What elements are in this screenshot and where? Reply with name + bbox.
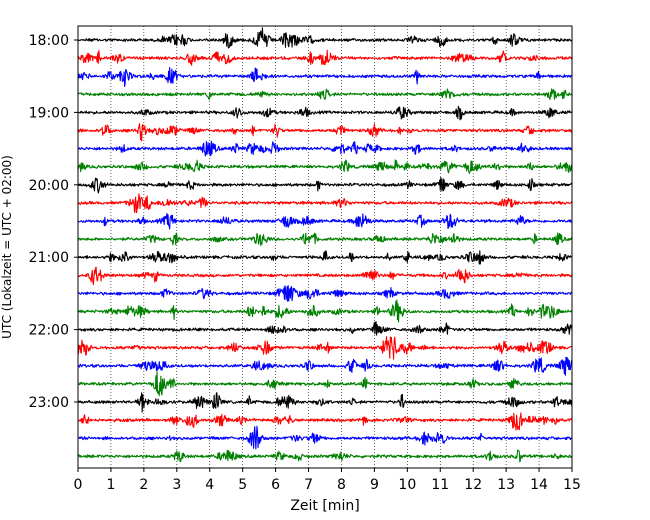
x-tick-label: 0 <box>74 477 83 493</box>
y-tick-label: 21:00 <box>29 250 69 266</box>
y-axis-ticks: 18:00 19:00 20:00 21:00 22:00 23:00 <box>29 33 78 411</box>
seismic-trace-2315 <box>77 412 573 431</box>
x-tick-label: 7 <box>304 477 313 493</box>
seismic-trace-2045 <box>77 232 573 247</box>
x-tick-label: 3 <box>172 477 181 493</box>
seismic-trace-2300 <box>77 392 573 413</box>
seismic-trace-1815 <box>77 49 573 66</box>
seismic-trace-1915 <box>77 123 573 142</box>
seismic-trace-2100 <box>77 250 573 265</box>
seismic-trace-2145 <box>77 299 573 323</box>
seismic-trace-2330 <box>77 425 573 450</box>
seismic-trace-2130 <box>77 285 573 302</box>
seismic-trace-2345 <box>77 449 573 463</box>
seismic-traces <box>77 27 573 463</box>
seismic-trace-2200 <box>77 321 573 336</box>
y-tick-label: 22:00 <box>29 323 69 339</box>
x-tick-label: 14 <box>530 477 548 493</box>
x-tick-label: 11 <box>431 477 449 493</box>
seismic-trace-2215 <box>77 336 573 360</box>
x-tick-label: 5 <box>238 477 247 493</box>
x-tick-label: 8 <box>337 477 346 493</box>
y-tick-label: 18:00 <box>29 33 69 49</box>
x-tick-label: 12 <box>464 477 482 493</box>
seismic-trace-1845 <box>77 88 573 100</box>
x-tick-label: 1 <box>106 477 115 493</box>
plot-frame <box>77 25 573 469</box>
seismic-trace-1930 <box>77 140 573 157</box>
seismic-trace-1945 <box>77 159 573 174</box>
x-axis-label: Zeit [min] <box>290 498 359 514</box>
seismic-trace-1800 <box>77 27 573 49</box>
x-tick-label: 9 <box>370 477 379 493</box>
x-tick-label: 6 <box>271 477 280 493</box>
x-tick-label: 13 <box>497 477 515 493</box>
seismic-trace-2030 <box>77 213 573 230</box>
seismic-trace-2000 <box>77 176 573 194</box>
x-tick-label: 15 <box>563 477 581 493</box>
seismic-trace-2115 <box>77 266 573 286</box>
y-tick-label: 20:00 <box>29 178 69 194</box>
seismic-trace-2015 <box>77 193 573 214</box>
seismic-trace-2230 <box>77 356 573 376</box>
x-tick-label: 4 <box>205 477 214 493</box>
seismic-trace-1830 <box>77 67 573 87</box>
y-axis-label: UTC (Lokalzeit = UTC + 02:00) <box>0 155 14 339</box>
seismic-trace-2245 <box>78 371 573 397</box>
seismic-trace-1900 <box>77 105 573 121</box>
x-tick-label: 2 <box>139 477 148 493</box>
y-tick-label: 19:00 <box>29 105 69 121</box>
x-axis-ticks: 0 1 2 3 4 5 6 7 8 9 10 11 12 13 14 15 <box>74 468 581 493</box>
y-tick-label: 23:00 <box>29 395 69 411</box>
x-tick-label: 10 <box>398 477 416 493</box>
